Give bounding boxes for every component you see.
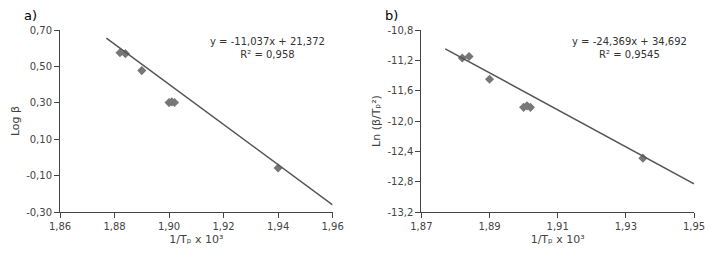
svg-text:Ln (β/Tₚ²): Ln (β/Tₚ²): [370, 95, 383, 147]
svg-text:-12,0: -12,0: [388, 116, 414, 127]
svg-text:-12,4: -12,4: [388, 146, 414, 157]
svg-text:1,88: 1,88: [103, 221, 125, 232]
svg-text:-0,30: -0,30: [26, 207, 52, 218]
svg-text:a): a): [24, 8, 37, 23]
svg-text:-11,2: -11,2: [388, 55, 414, 66]
svg-text:1,90: 1,90: [158, 221, 180, 232]
svg-text:1/Tₚ x 10³: 1/Tₚ x 10³: [169, 233, 223, 246]
svg-text:1,92: 1,92: [212, 221, 234, 232]
svg-text:1,94: 1,94: [267, 221, 289, 232]
svg-text:1,91: 1,91: [547, 221, 569, 232]
svg-text:1,93: 1,93: [615, 221, 637, 232]
svg-text:1,86: 1,86: [49, 221, 71, 232]
svg-text:b): b): [385, 8, 398, 23]
svg-text:1,96: 1,96: [321, 221, 343, 232]
svg-text:0,30: 0,30: [30, 97, 52, 108]
svg-text:y = -11,037x + 21,372R² = 0,95: y = -11,037x + 21,372R² = 0,958: [210, 36, 325, 60]
svg-text:0,70: 0,70: [30, 25, 52, 36]
svg-text:Log β: Log β: [9, 106, 22, 136]
svg-text:0,10: 0,10: [30, 134, 52, 145]
svg-text:1,87: 1,87: [410, 221, 432, 232]
svg-text:-11,6: -11,6: [388, 85, 414, 96]
svg-text:-12,8: -12,8: [388, 176, 414, 187]
svg-text:0,50: 0,50: [30, 61, 52, 72]
svg-text:1,89: 1,89: [478, 221, 500, 232]
svg-text:y = -24,369x + 34,692R² = 0,95: y = -24,369x + 34,692R² = 0,9545: [572, 36, 687, 60]
svg-text:1/Tₚ x 10³: 1/Tₚ x 10³: [531, 233, 585, 246]
svg-text:1,95: 1,95: [683, 221, 705, 232]
svg-text:-13,2: -13,2: [388, 207, 414, 218]
svg-text:-10,8: -10,8: [388, 25, 414, 36]
svg-text:-0,10: -0,10: [26, 170, 52, 181]
